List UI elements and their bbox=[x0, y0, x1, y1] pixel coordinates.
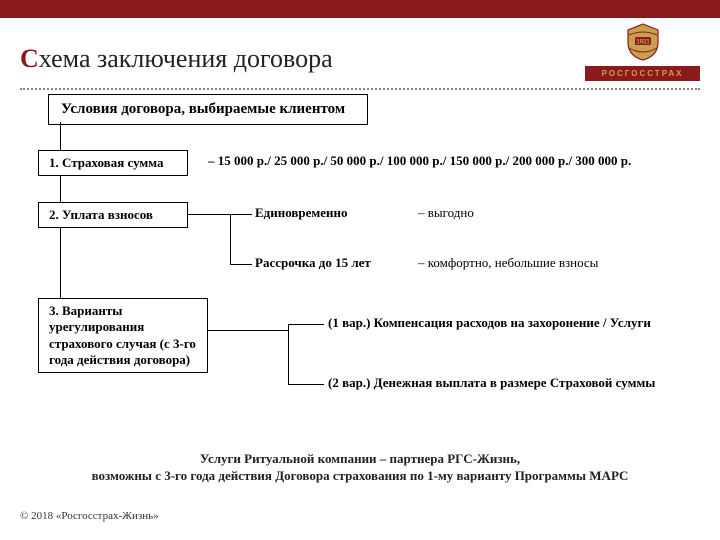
connector-line bbox=[208, 330, 288, 331]
label-sums: – 15 000 р./ 25 000 р./ 50 000 р./ 100 0… bbox=[208, 153, 688, 169]
box-settlement-variants: 3. Варианты урегулирования страхового сл… bbox=[38, 298, 208, 373]
connector-line bbox=[230, 214, 252, 215]
label-pay-lump: Единовременно bbox=[255, 205, 348, 221]
connector-line bbox=[230, 214, 231, 264]
connector-line bbox=[230, 264, 252, 265]
title-first-letter: С bbox=[20, 44, 39, 73]
brand-name: РОСГОССТРАХ bbox=[585, 66, 700, 81]
label-pay-installments-note: – комфортно, небольшие взносы bbox=[418, 255, 598, 271]
brand-top-bar bbox=[0, 0, 720, 18]
brand-logo: 1921 РОСГОССТРАХ bbox=[585, 22, 700, 81]
connector-line bbox=[288, 384, 324, 385]
divider-dotted bbox=[20, 88, 700, 90]
copyright: © 2018 «Росгосстрах-Жизнь» bbox=[20, 510, 159, 522]
connector-line bbox=[288, 324, 324, 325]
title-rest: хема заключения договора bbox=[39, 44, 333, 73]
label-pay-installments: Рассрочка до 15 лет bbox=[255, 255, 371, 271]
connector-line bbox=[288, 324, 289, 384]
box-insurance-sum: 1. Страховая сумма bbox=[38, 150, 188, 176]
box-payment: 2. Уплата взносов bbox=[38, 202, 188, 228]
header-box: Условия договора, выбираемые клиентом bbox=[48, 94, 368, 125]
svg-text:1921: 1921 bbox=[636, 40, 650, 46]
label-variant-1: (1 вар.) Компенсация расходов на захорон… bbox=[328, 315, 651, 331]
label-variant-2: (2 вар.) Денежная выплата в размере Стра… bbox=[328, 375, 655, 391]
shield-icon: 1921 bbox=[623, 22, 663, 62]
footer-note: Услуги Ритуальной компании – партнера РГ… bbox=[0, 450, 720, 485]
label-pay-lump-note: – выгодно bbox=[418, 205, 474, 221]
connector-line bbox=[188, 214, 230, 215]
